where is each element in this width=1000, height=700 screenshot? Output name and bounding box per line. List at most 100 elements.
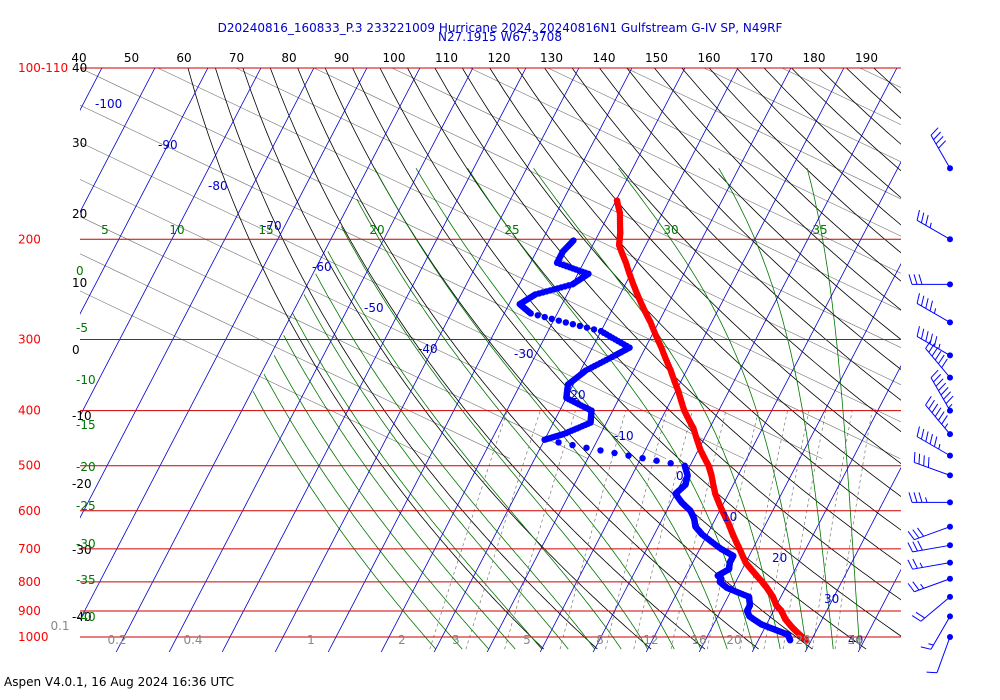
dry-adiabat-label: 35 [812,223,827,237]
isotherm-line [433,68,739,652]
pressure-label: 200 [18,232,41,246]
dewpoint-point [590,326,598,333]
height-line [80,253,511,459]
dry-adiabat-line [297,68,759,650]
isotherm-line [80,68,368,621]
isotherm-label: 20 [772,551,787,565]
top-axis-tick-label: 120 [488,51,511,65]
dry-adiabat-line [489,68,901,497]
wind-barb-flag [918,492,923,503]
wind-barb-flag [931,403,939,413]
dry-adiabat-line [846,68,901,119]
wind-barb-shaft [930,377,951,411]
wind-barb-flag [915,611,925,619]
isotherm-label: -20 [566,388,586,402]
dry-adiabat-label: 15 [258,223,273,237]
wind-barb-shaft [912,562,951,570]
wind-barb-shaft [925,404,951,435]
height-lines [80,68,901,459]
pressure-label: 700 [18,542,41,556]
wind-barb [925,396,953,438]
wind-barb-flag [930,369,939,379]
isotherm-line [539,68,845,652]
dry-adiabat-label: 10 [169,223,184,237]
wind-barb-shaft [930,135,951,169]
pressure-label: 900 [18,604,41,618]
wind-barb-flag [925,396,932,406]
isotherm-line [698,263,901,652]
mixing-ratio-label: 0.2 [107,633,126,647]
wind-barb-flag [920,212,925,223]
wind-barb-flag [913,451,916,463]
dry-adiabat-line [708,68,901,254]
dewpoint-point [667,460,674,467]
isotherm-label: -50 [364,301,384,315]
moist-adiabat-line [467,167,755,650]
wind-barb-flag [934,350,942,361]
top-axis-tick-label: 160 [698,51,721,65]
isotherm-label: 30 [824,592,839,606]
isotherm-line [80,68,209,315]
wind-barb-shaft [914,578,951,593]
wind-barb-flag [941,358,948,368]
mixing-ratio-label: 8 [596,633,604,647]
dry-adiabat-line [599,68,901,371]
dewpoint-point [583,444,590,451]
dewpoint-point [576,322,584,330]
top-axis-tick-label: 140 [593,51,616,65]
wind-barb-flag [943,391,952,400]
wind-barb-half-flag [920,583,925,589]
wind-barb [907,558,953,570]
wind-barb-flag [917,527,925,537]
height-line [781,68,901,126]
wind-barb [925,339,953,381]
isobars [80,67,901,638]
chart-title: D20240816_160833_P.3 233221009 Hurricane… [217,21,783,35]
pressure-label: 500 [18,459,41,473]
dewpoint-point [570,237,577,244]
mixing-ratio-lines [429,410,873,650]
wind-barb-shaft [930,616,951,650]
moist-adiabats [252,167,861,650]
mixing-ratio-line [429,410,508,650]
wind-barb-flag [925,339,932,349]
wind-barb-flag [925,331,929,342]
mixing-ratio-line [504,410,576,650]
wind-barb-flag [935,378,944,387]
isotherm-label: 0 [676,469,684,483]
dry-adiabat-label: 30 [663,223,678,237]
dewpoint-point [569,320,577,328]
wind-barb-flag [931,347,939,357]
moist-adiabat-line [315,273,596,650]
height-label: 0 [72,343,80,357]
height-label: -30 [72,543,92,557]
height-label: 40 [72,61,87,75]
wind-barb-flag [925,431,929,442]
chart-subtitle: N27.1915 W67.3708 [438,30,562,44]
dry-adiabat-line [516,68,901,465]
dewpoint-point [555,439,562,446]
dry-adiabat-label: 20 [369,223,384,237]
wind-barb-flag [918,274,923,285]
dry-adiabat-line [571,68,901,401]
top-axis-tick-label: 90 [334,51,349,65]
wind-barb-flag [933,436,938,447]
dewpoint-point [611,449,618,457]
wind-barb-half-flag [948,403,953,409]
wind-barb-flag [941,415,948,425]
height-line [80,104,823,459]
wind-barb [907,540,953,553]
wind-barb-shaft [920,596,951,622]
wind-barb-flag [935,136,944,145]
wind-barb [916,293,953,326]
wind-barb-flag [933,336,938,347]
wind-barb-flag [917,540,923,551]
wind-barb-shaft [916,436,951,457]
isotherm-label: -10 [614,429,634,443]
mixing-ratio-line [834,410,873,650]
wind-barb-flag [926,671,938,674]
moist-adiabat-label: -5 [76,321,88,335]
moist-adiabat-line [356,198,675,650]
top-axis-tick-label: 100 [383,51,406,65]
